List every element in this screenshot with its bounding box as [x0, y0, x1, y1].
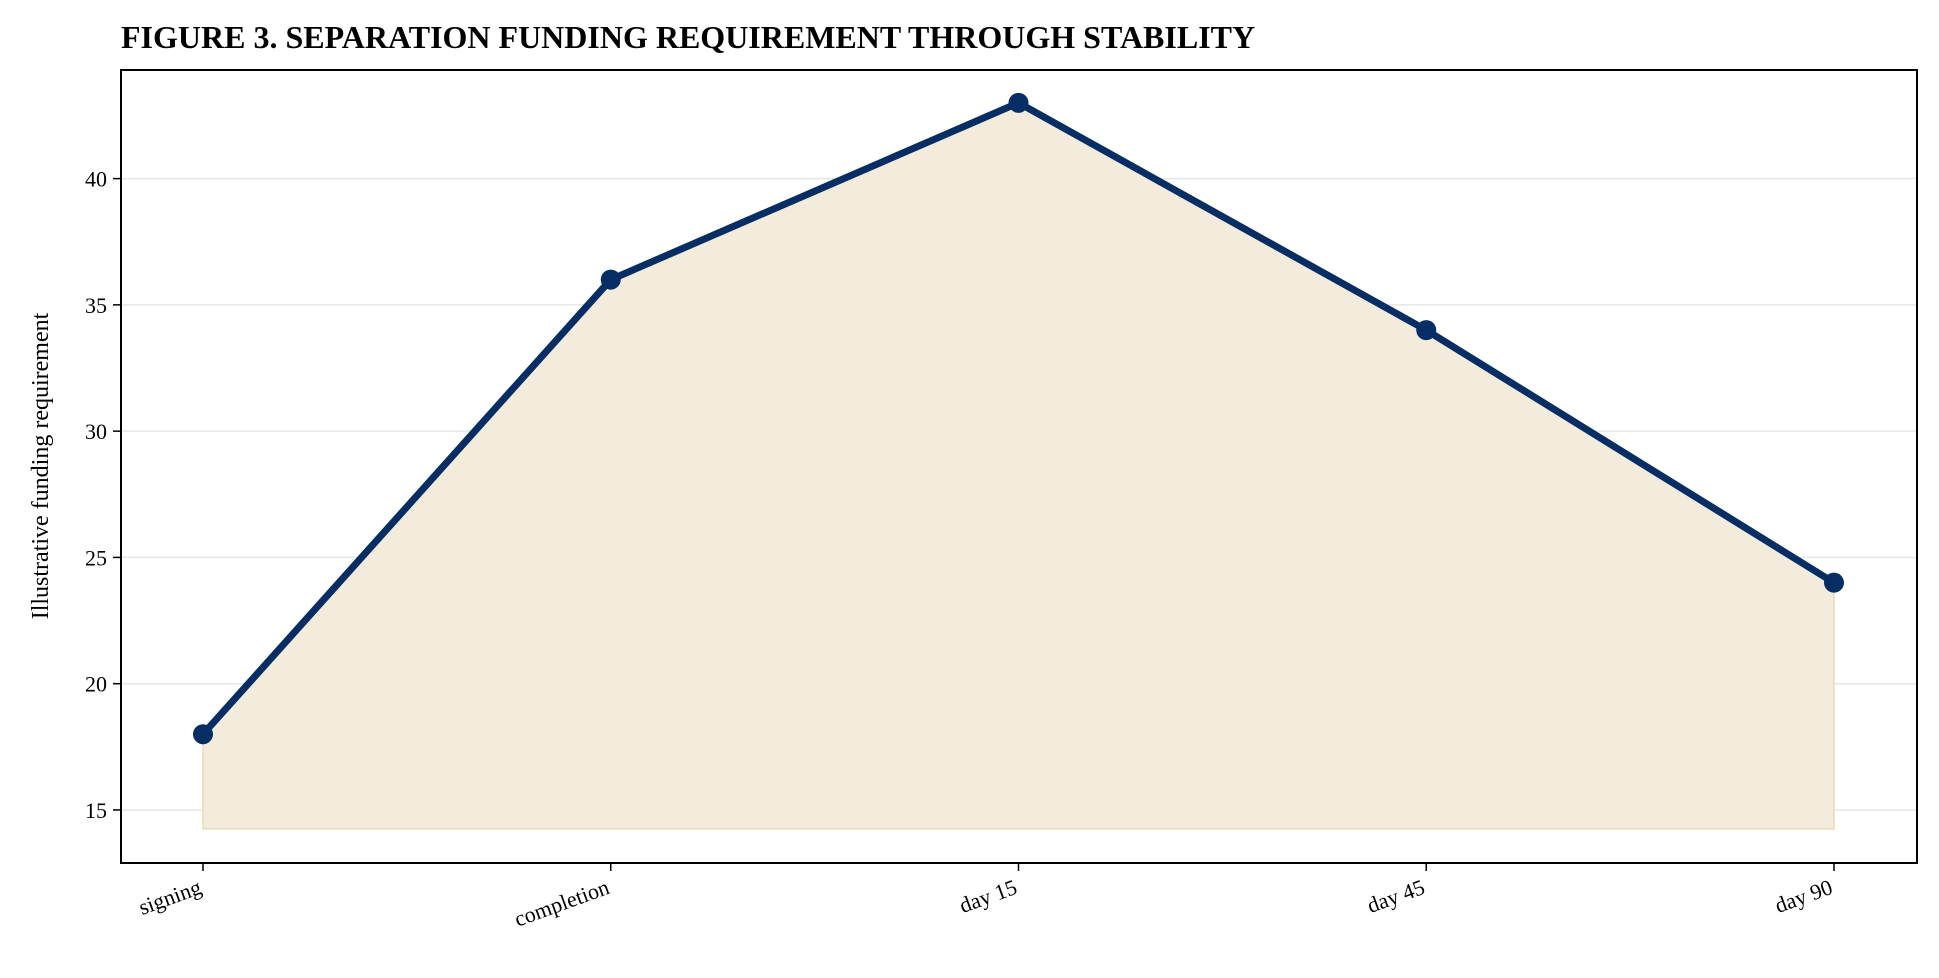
data-point-day-90: [1824, 572, 1844, 593]
data-point-day-45: [1416, 320, 1437, 341]
x-tick-label-day-45: day 45: [1364, 874, 1428, 918]
y-axis-ticks: 15 20 25 30 35 40: [85, 167, 121, 823]
y-tick-label-25: 25: [85, 545, 107, 570]
x-tick-label-completion: completion: [511, 874, 613, 931]
data-point-completion: [600, 269, 621, 290]
x-tick-label-day-90: day 90: [1771, 874, 1835, 918]
y-axis-label: Illustrative funding requirement: [28, 312, 54, 619]
y-tick-label-40: 40: [85, 167, 107, 192]
x-tick-label-signing: signing: [135, 874, 204, 920]
data-points-layer: [193, 92, 1844, 745]
y-tick-label-35: 35: [85, 293, 107, 318]
data-point-signing: [193, 724, 213, 745]
x-axis-ticks: signing completion day 15 day 45 day 90: [135, 863, 1836, 932]
y-tick-label-30: 30: [85, 419, 107, 444]
x-tick-label-day-15: day 15: [956, 874, 1020, 918]
y-tick-label-15: 15: [85, 798, 107, 823]
y-tick-label-20: 20: [85, 672, 107, 697]
chart-title: FIGURE 3. SEPARATION FUNDING REQUIREMENT…: [121, 19, 1255, 55]
data-point-day-15: [1008, 92, 1029, 113]
